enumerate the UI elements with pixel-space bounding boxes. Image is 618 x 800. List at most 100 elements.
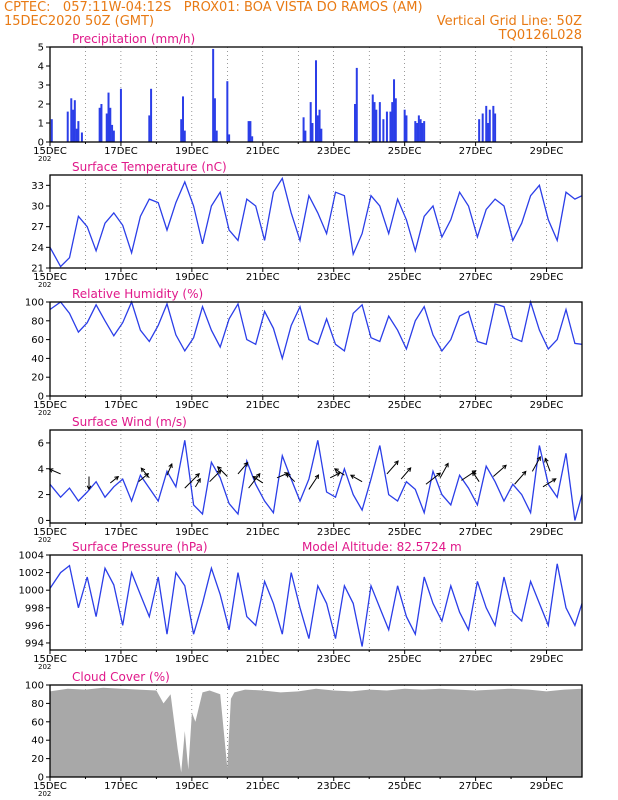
- series-line: [49, 299, 583, 361]
- wind-arrow-head: [255, 472, 261, 478]
- wind-arrow: [308, 474, 319, 490]
- precip-bar: [98, 107, 101, 142]
- wind-arrow-head: [140, 467, 146, 473]
- precip-bar: [77, 121, 80, 142]
- x-tick-label: 17DEC: [104, 781, 138, 792]
- precip-bar: [109, 107, 112, 142]
- x-tick-label: 19DEC: [175, 527, 209, 538]
- precip-bar: [148, 115, 151, 142]
- x-tick-label: 21DEC: [246, 146, 280, 157]
- y-tick-label: 1002: [19, 568, 44, 579]
- wind-arrow: [109, 476, 119, 484]
- precip-bar: [423, 121, 426, 142]
- y-tick-label: 996: [25, 621, 44, 632]
- precip-bar: [215, 130, 218, 142]
- x-tick-label: 21DEC: [246, 654, 280, 665]
- y-tick-label: 40: [31, 354, 44, 365]
- wind-arrow-head: [314, 474, 320, 480]
- wind-arrow-head: [544, 457, 549, 463]
- precip-bar: [150, 88, 153, 142]
- x-tick-label: 27DEC: [459, 146, 493, 157]
- precip-bar: [385, 111, 388, 142]
- x-tick-label: 25DEC: [388, 146, 422, 157]
- y-tick-label: 30: [31, 202, 44, 213]
- wind-arrow-head: [350, 474, 355, 479]
- wind-arrow-head: [394, 460, 399, 466]
- x-tick-label: 27DEC: [459, 272, 493, 283]
- x-tick-label: 23DEC: [317, 146, 351, 157]
- y-tick-label: 20: [31, 754, 44, 765]
- series-line: [49, 176, 583, 268]
- x-tick-label: 27DEC: [459, 527, 493, 538]
- wind-arrow-head: [285, 472, 291, 478]
- wind-arrow-head: [472, 471, 477, 477]
- series-line: [49, 563, 583, 647]
- wind-arrow-head: [551, 478, 557, 483]
- precip-bar: [304, 130, 307, 142]
- wind-arrow: [386, 460, 399, 475]
- x-tick-label: 25DEC: [388, 272, 422, 283]
- x-tick-label: 29DEC: [530, 781, 564, 792]
- precip-bar: [107, 92, 110, 142]
- precip-bar: [414, 121, 417, 142]
- panel-3: 0 2 4 6 15DEC 17DEC 19DEC 21DEC 23DEC 25DEC 27DEC 2…: [33, 415, 583, 544]
- wind-arrow-head: [216, 466, 222, 471]
- x-tick-label: 29DEC: [530, 400, 564, 411]
- wind-arrow: [49, 468, 61, 475]
- precip-bar: [354, 104, 357, 142]
- wind-arrow: [194, 478, 201, 488]
- wind-arrow: [252, 476, 264, 484]
- panel-title: Relative Humidity (%): [72, 287, 203, 301]
- precip-bar: [419, 119, 422, 142]
- precip-bar: [100, 104, 103, 142]
- model-altitude: Model Altitude: 82.5724 m: [302, 540, 462, 554]
- x-tick-label: 25DEC: [388, 400, 422, 411]
- panel-frame: [49, 684, 583, 778]
- precip-bar: [492, 105, 495, 142]
- precip-bar: [378, 102, 381, 142]
- panel-2: 0 20 40 60 80 100 15DEC 17DEC 19DEC 21DEC 23DEC 25D…: [25, 287, 583, 417]
- wind-arrow-head: [243, 461, 249, 467]
- precip-bar: [183, 130, 186, 142]
- y-tick-label: 0: [38, 138, 44, 149]
- y-tick-label: 21: [31, 264, 44, 275]
- panel-4: 994 996 998 1000 1002 1004 15DEC 17DEC 19DEC 21DE…: [19, 540, 583, 671]
- precip-bar: [416, 123, 419, 142]
- precip-bar: [75, 128, 78, 142]
- precip-bar: [50, 119, 53, 142]
- y-tick-label: 2: [38, 490, 44, 501]
- precip-bar: [311, 123, 314, 142]
- y-tick-label: 0: [38, 516, 44, 527]
- wind-arrow-head: [284, 472, 290, 477]
- precip-bar: [111, 124, 114, 142]
- precip-bar: [485, 105, 488, 142]
- wind-arrow-head: [86, 485, 92, 491]
- panel-frame: [49, 554, 583, 651]
- precip-bar: [403, 109, 406, 142]
- x-tick-label: 19DEC: [175, 400, 209, 411]
- precip-bar: [309, 102, 312, 142]
- wind-arrow: [493, 464, 507, 477]
- precip-bar: [382, 119, 385, 142]
- precip-bar: [320, 128, 323, 142]
- wind-arrow: [542, 478, 557, 488]
- wind-arrow-head: [48, 468, 54, 473]
- y-tick-label: 994: [25, 638, 44, 649]
- precip-bar: [393, 79, 396, 142]
- precip-bar: [226, 81, 229, 142]
- panel-5: 0 20 40 60 80 100 15DEC 17DEC 19DEC 21DEC 23DEC 25D…: [25, 670, 583, 798]
- wind-arrow: [166, 463, 173, 476]
- wind-arrow-head: [114, 475, 120, 481]
- precip-bar: [375, 109, 378, 142]
- precip-bar: [316, 115, 319, 142]
- x-tick-label: 25DEC: [388, 527, 422, 538]
- wind-arrow: [531, 456, 541, 472]
- year-label: 202: [38, 409, 51, 417]
- y-tick-label: 1000: [19, 586, 44, 597]
- x-tick-label: 23DEC: [317, 272, 351, 283]
- y-tick-label: 5: [38, 43, 44, 54]
- precip-bar: [417, 115, 420, 142]
- wind-arrow: [286, 473, 296, 483]
- y-tick-label: 1004: [19, 551, 44, 562]
- x-tick-label: 21DEC: [246, 781, 280, 792]
